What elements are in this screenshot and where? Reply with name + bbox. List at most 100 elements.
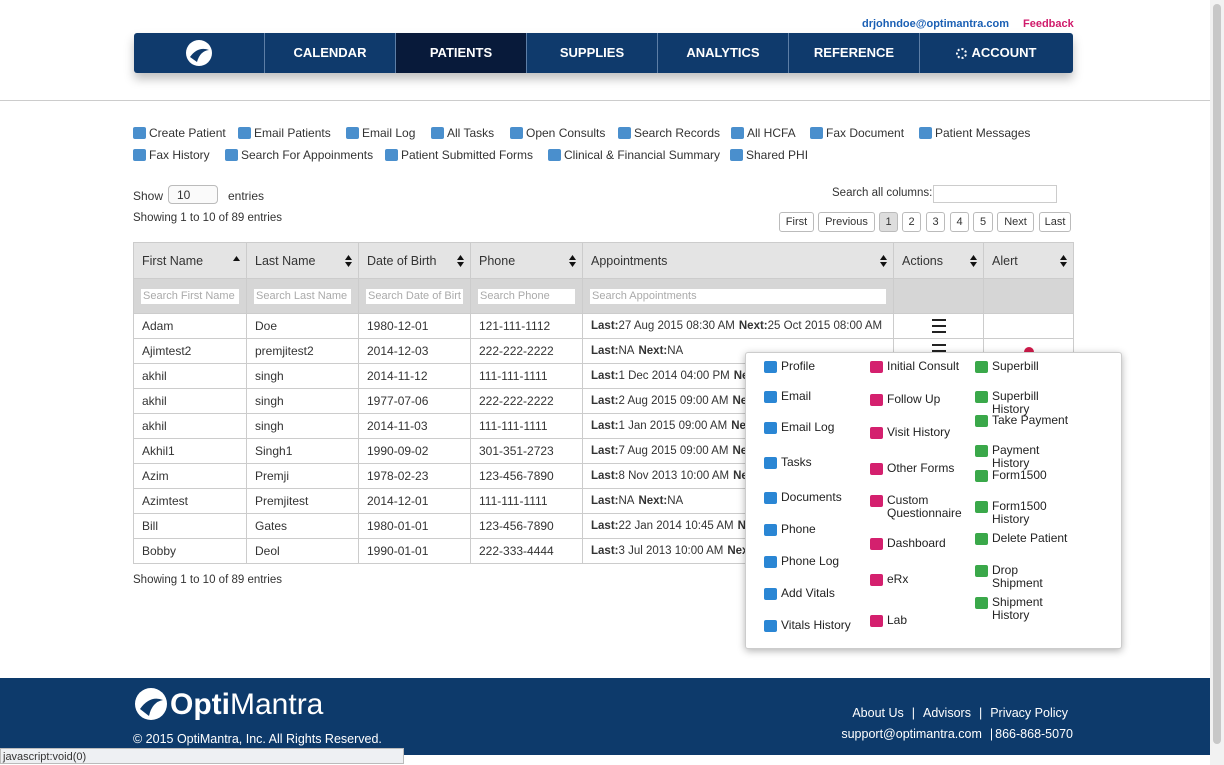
filter-input[interactable]: Search Date of Birt	[366, 288, 463, 304]
toolbar-link[interactable]: Open Consults	[510, 126, 605, 140]
menu-item[interactable]: Profile	[764, 360, 861, 373]
column-header[interactable]: Last Name	[246, 242, 359, 279]
actions-menu-icon[interactable]	[931, 319, 946, 334]
menu-item[interactable]: Dashboard	[870, 537, 967, 550]
menu-item[interactable]: Add Vitals	[764, 587, 861, 600]
table-row: Adam Doe 1980-12-01 121-111-1112 Last:27 Aug…	[133, 313, 1074, 339]
user-email[interactable]: drjohndoe@optimantra.com	[862, 18, 1010, 30]
toolbar-link[interactable]: Create Patient	[133, 126, 226, 140]
last-appointment: 27 Aug 2015 08:30 AM	[618, 320, 735, 332]
cell: 111-111-1111	[470, 413, 583, 439]
cell: akhil	[133, 413, 247, 439]
page-button[interactable]: 4	[950, 212, 969, 232]
page-button[interactable]: Previous	[818, 212, 875, 232]
support-email[interactable]: support@optimantra.com	[841, 727, 982, 741]
footer-link[interactable]: Privacy Policy	[990, 706, 1068, 720]
cell: Azimtest	[133, 488, 247, 514]
column-header[interactable]: Phone	[470, 242, 583, 279]
footer-link[interactable]: About Us	[852, 706, 904, 720]
menu-item[interactable]: Phone	[764, 523, 861, 536]
search-input[interactable]	[933, 185, 1057, 203]
menu-item[interactable]: Vitals History	[764, 619, 861, 632]
cell: Gates	[246, 513, 359, 539]
menu-item[interactable]: Email	[764, 390, 861, 403]
filter-input[interactable]: Search Last Name	[254, 288, 351, 304]
filter-input[interactable]: Search Phone	[478, 288, 575, 304]
nav-item[interactable]: SUPPLIES	[527, 33, 658, 73]
patients-table: First Name Last Name Date of Birth Phone App…	[133, 242, 1074, 564]
page-button[interactable]: Next	[997, 212, 1034, 232]
nav-item[interactable]: REFERENCE	[789, 33, 920, 73]
menu-icon	[870, 361, 883, 373]
last-appointment: NA	[618, 345, 635, 357]
cell: 301-351-2723	[470, 438, 583, 464]
alert-icon	[1023, 346, 1034, 357]
menu-item[interactable]: Tasks	[764, 456, 861, 469]
menu-icon	[764, 620, 777, 632]
menu-item[interactable]: Delete Patient	[975, 532, 1072, 545]
cell: 2014-11-03	[358, 413, 471, 439]
link-label: Search Records	[634, 126, 721, 140]
menu-label: Dashboard	[887, 536, 946, 550]
page-button[interactable]: 5	[973, 212, 993, 232]
menu-item[interactable]: Payment History	[975, 444, 1072, 470]
page-button[interactable]: First	[779, 212, 814, 232]
menu-label: Profile	[781, 359, 816, 373]
nav-item[interactable]: CALENDAR	[265, 33, 396, 73]
column-header[interactable]: First Name	[133, 242, 247, 279]
menu-icon	[975, 470, 988, 482]
menu-item[interactable]: Form1500 History	[975, 500, 1072, 526]
toolbar-link[interactable]: Shared PHI	[730, 148, 808, 162]
toolbar-link[interactable]: All Tasks	[431, 126, 494, 140]
menu-item[interactable]: Take Payment	[975, 414, 1072, 427]
column-header[interactable]: Appointments	[582, 242, 894, 279]
menu-icon	[764, 556, 777, 568]
menu-item[interactable]: eRx	[870, 573, 967, 586]
menu-item[interactable]: Email Log	[764, 421, 861, 434]
toolbar-link[interactable]: Patient Submitted Forms	[385, 148, 533, 162]
page-button[interactable]: 1	[879, 212, 898, 232]
menu-icon	[975, 533, 988, 545]
toolbar-link[interactable]: Fax History	[133, 148, 210, 162]
feedback-link[interactable]: Feedback	[1023, 18, 1074, 30]
menu-icon	[870, 615, 883, 627]
toolbar-link[interactable]: All HCFA	[731, 126, 796, 140]
page-button[interactable]: 2	[902, 212, 921, 232]
page-button[interactable]: 3	[926, 212, 945, 232]
menu-item[interactable]: Superbill History	[975, 390, 1072, 416]
filter-input[interactable]: Search Appointments	[590, 288, 886, 304]
page-button[interactable]: Last	[1039, 212, 1071, 232]
toolbar-link[interactable]: Email Log	[346, 126, 415, 140]
toolbar-link[interactable]: Fax Document	[810, 126, 904, 140]
footer-link[interactable]: Advisors	[923, 706, 971, 720]
toolbar-link[interactable]: Search Records	[618, 126, 720, 140]
menu-item[interactable]: Follow Up	[870, 393, 967, 406]
menu-item[interactable]: Documents	[764, 491, 861, 504]
menu-item[interactable]: Phone Log	[764, 555, 861, 568]
next-label: Next:	[638, 495, 668, 507]
nav-item[interactable]: ACCOUNT	[920, 33, 1072, 73]
nav-logo[interactable]	[134, 33, 265, 73]
toolbar-link[interactable]: Patient Messages	[919, 126, 1030, 140]
menu-item[interactable]: Visit History	[870, 426, 967, 439]
link-label: Clinical & Financial Summary	[564, 148, 721, 162]
nav-item[interactable]: PATIENTS	[396, 33, 527, 73]
column-header[interactable]: Actions	[893, 242, 984, 279]
page-length-select[interactable]: 10	[168, 185, 218, 204]
menu-item[interactable]: Drop Shipment	[975, 564, 1072, 590]
menu-item[interactable]: Lab	[870, 614, 967, 627]
menu-item[interactable]: Custom Questionnaire	[870, 494, 967, 520]
nav-item[interactable]: ANALYTICS	[658, 33, 789, 73]
toolbar-link[interactable]: Clinical & Financial Summary	[548, 148, 720, 162]
filter-input[interactable]: Search First Name	[141, 288, 239, 304]
toolbar-link[interactable]: Search For Appoinments	[225, 148, 373, 162]
menu-item[interactable]: Form1500	[975, 469, 1072, 482]
menu-label: Other Forms	[887, 461, 955, 475]
menu-item[interactable]: Shipment History	[975, 596, 1072, 622]
menu-item[interactable]: Superbill	[975, 360, 1072, 373]
menu-item[interactable]: Initial Consult	[870, 360, 967, 373]
toolbar-link[interactable]: Email Patients	[238, 126, 331, 140]
menu-item[interactable]: Other Forms	[870, 462, 967, 475]
column-header[interactable]: Date of Birth	[358, 242, 471, 279]
column-header[interactable]: Alert	[983, 242, 1074, 279]
